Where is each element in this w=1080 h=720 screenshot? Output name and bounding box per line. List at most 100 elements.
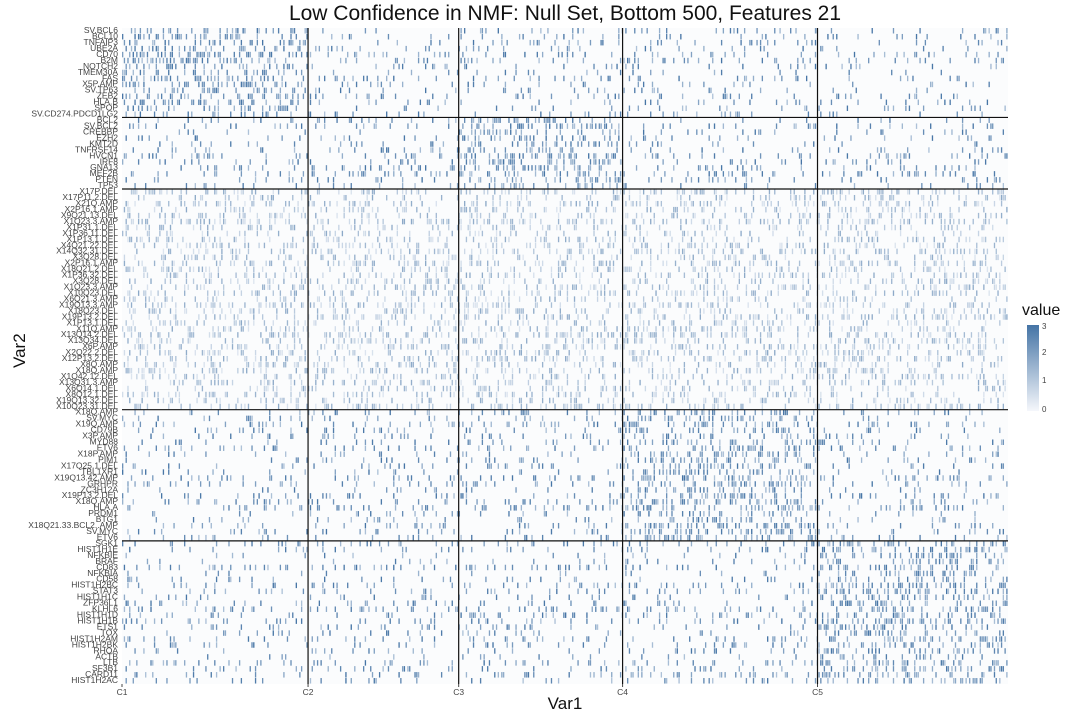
heatmap-cell — [343, 165, 345, 171]
heatmap-cell — [382, 338, 384, 344]
heatmap-cell — [942, 242, 944, 249]
heatmap-cell — [327, 248, 329, 255]
heatmap-cell — [309, 99, 312, 106]
heatmap-cell — [256, 141, 258, 147]
heatmap-cell — [935, 290, 937, 296]
heatmap-cell — [623, 284, 625, 290]
heatmap-cell — [577, 165, 579, 171]
heatmap-cell — [942, 45, 944, 52]
heatmap-cell — [384, 153, 386, 159]
heatmap-cell — [187, 254, 189, 261]
heatmap-cell — [935, 338, 937, 344]
heatmap-cell — [292, 159, 294, 165]
heatmap-cell — [492, 248, 494, 255]
heatmap-row — [127, 212, 1003, 219]
heatmap-cell — [187, 326, 189, 332]
heatmap-cell — [497, 314, 499, 320]
heatmap-cell — [919, 248, 921, 255]
heatmap-cell — [736, 28, 739, 34]
heatmap-cell — [377, 218, 379, 225]
heatmap-cell — [781, 284, 783, 290]
heatmap-cell — [130, 326, 133, 332]
heatmap-cell — [908, 200, 911, 207]
heatmap-cell — [960, 248, 962, 255]
heatmap-cell — [506, 206, 508, 213]
heatmap-cell — [891, 206, 893, 213]
heatmap-cell — [547, 332, 549, 338]
heatmap-cell — [1002, 194, 1005, 201]
heatmap-cell — [315, 212, 317, 219]
heatmap-cell — [160, 206, 163, 213]
heatmap-cell — [770, 200, 772, 207]
heatmap-cell — [813, 200, 815, 207]
heatmap-cell — [825, 284, 827, 290]
heatmap-cell — [917, 189, 919, 195]
heatmap-cell — [455, 117, 457, 123]
heatmap-cell — [625, 183, 627, 189]
heatmap-cell — [976, 290, 978, 296]
heatmap-cell — [603, 296, 606, 302]
heatmap-cell — [182, 87, 184, 94]
heatmap-cell — [185, 260, 188, 267]
heatmap-cell — [132, 57, 134, 64]
heatmap-cell — [715, 28, 717, 34]
heatmap-cell — [253, 111, 255, 117]
heatmap-cell — [265, 159, 267, 165]
heatmap-cell — [423, 111, 425, 117]
heatmap-cell — [178, 45, 181, 52]
heatmap-cell — [176, 33, 179, 40]
heatmap-cell — [504, 87, 507, 94]
heatmap-cell — [829, 326, 831, 332]
heatmap-cell — [761, 57, 764, 64]
heatmap-cell — [171, 296, 173, 302]
heatmap-cell — [708, 218, 710, 225]
heatmap-cell — [251, 81, 253, 88]
heatmap-cell — [545, 206, 547, 213]
heatmap-cell — [189, 45, 191, 52]
heatmap-cell — [382, 93, 384, 100]
heatmap-row — [123, 153, 1008, 159]
heatmap-cell — [598, 123, 600, 129]
heatmap-cell — [421, 338, 423, 344]
heatmap-cell — [334, 171, 336, 177]
heatmap-cell — [235, 159, 237, 165]
heatmap-cell — [506, 218, 508, 225]
heatmap-cell — [928, 147, 930, 153]
heatmap-cell — [336, 75, 338, 82]
heatmap-cell — [977, 338, 980, 344]
heatmap-cell — [823, 248, 826, 255]
heatmap-cell — [210, 141, 212, 147]
heatmap-cell — [393, 63, 395, 70]
heatmap-cell — [417, 111, 420, 117]
heatmap-cell — [669, 230, 671, 237]
heatmap-cell — [999, 284, 1001, 290]
heatmap-row — [123, 57, 1005, 64]
heatmap-cell — [584, 135, 586, 141]
heatmap-cell — [479, 290, 482, 296]
heatmap-cell — [566, 57, 569, 64]
heatmap-cell — [883, 332, 886, 338]
heatmap-cell — [602, 260, 604, 267]
heatmap-cell — [951, 165, 953, 171]
heatmap-cell — [476, 260, 478, 267]
heatmap-cell — [837, 224, 840, 231]
heatmap-cell — [866, 284, 868, 290]
heatmap-cell — [416, 344, 418, 350]
heatmap-cell — [680, 332, 682, 338]
heatmap-cell — [680, 302, 682, 308]
heatmap-cell — [559, 266, 562, 273]
heatmap-cell — [795, 123, 797, 129]
heatmap-cell — [860, 266, 863, 273]
heatmap-cell — [561, 147, 563, 153]
heatmap-cell — [724, 93, 726, 100]
heatmap-cell — [811, 39, 813, 46]
heatmap-cell — [137, 338, 140, 344]
heatmap-cell — [219, 302, 221, 308]
heatmap-cell — [687, 129, 689, 135]
heatmap-cell — [240, 165, 243, 171]
heatmap-cell — [880, 194, 882, 201]
heatmap-cell — [683, 206, 686, 213]
heatmap-cell — [277, 284, 280, 290]
heatmap-cell — [391, 344, 393, 350]
heatmap-cell — [899, 165, 902, 171]
